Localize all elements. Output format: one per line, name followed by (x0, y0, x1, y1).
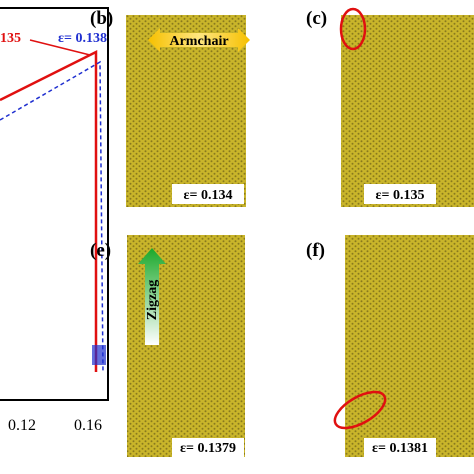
zigzag-arrow (138, 248, 166, 345)
strain-box (172, 184, 244, 204)
x-tick-label: 0.16 (74, 417, 102, 434)
panel-label: (c) (306, 8, 327, 29)
lattice (127, 235, 245, 457)
panel-label: (b) (90, 8, 113, 29)
x-tick-label: 0.12 (8, 417, 36, 434)
armchair-arrow (148, 28, 250, 52)
strain-label: ε= 0.1381 (372, 441, 428, 456)
panel-label: (e) (90, 240, 111, 261)
noise (92, 345, 106, 365)
highlight (333, 390, 387, 430)
annotation: 135 (0, 31, 21, 46)
lattice (341, 15, 474, 207)
strain-box (364, 184, 436, 204)
panel-label: (f) (306, 240, 325, 261)
blue-curve (0, 60, 104, 373)
strain-box (364, 438, 436, 457)
strain-label: ε= 0.1379 (180, 441, 236, 456)
direction-label: Armchair (169, 34, 228, 49)
highlight (339, 7, 367, 51)
arrow-red (29, 39, 91, 56)
strain-label: ε= 0.135 (376, 188, 425, 203)
strain-label: ε= 0.134 (184, 188, 233, 203)
annotation: ε= 0.138 (58, 31, 107, 46)
red-curve (0, 49, 98, 372)
plot-frame (0, 7, 109, 401)
direction-label: Zigzag (145, 280, 160, 320)
strain-box (172, 438, 244, 457)
